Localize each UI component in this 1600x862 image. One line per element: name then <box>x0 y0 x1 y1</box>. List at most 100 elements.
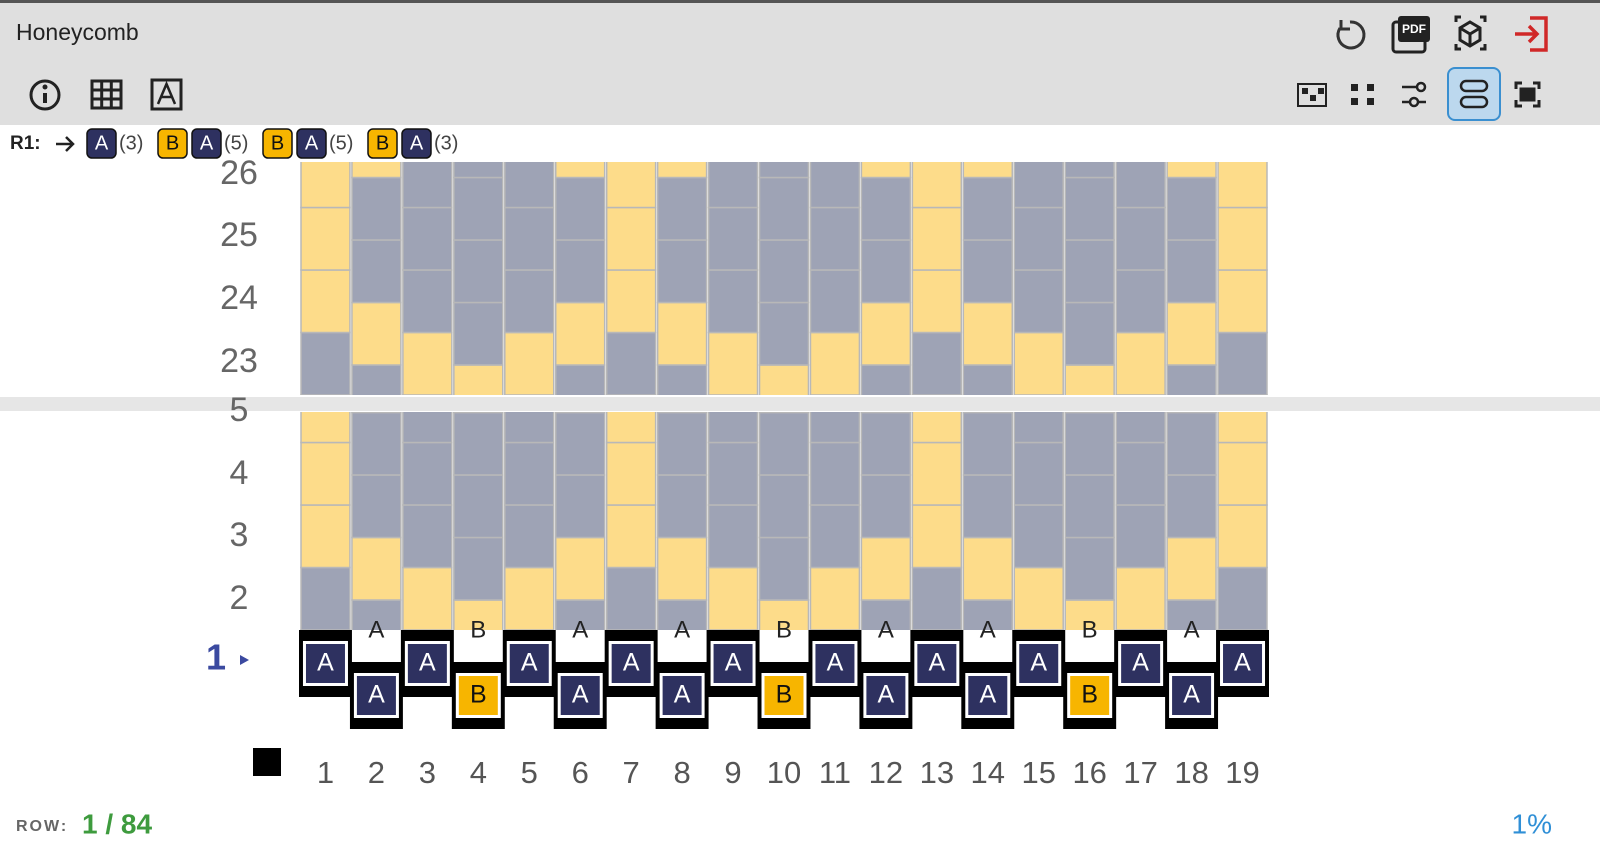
pattern-cell <box>809 269 861 334</box>
letter-button[interactable] <box>150 78 183 111</box>
current-row-marker <box>240 655 249 665</box>
stitch-box <box>1220 641 1266 686</box>
pattern-cell <box>1217 206 1268 271</box>
pattern-cell <box>554 536 606 601</box>
column-number: 14 <box>971 755 1005 790</box>
stitch-label: A <box>1132 649 1149 677</box>
pdf-button[interactable]: PDF <box>1391 16 1430 54</box>
stitch-chip-label: B <box>271 132 284 154</box>
pattern-cell <box>962 301 1014 366</box>
color-swatch <box>253 748 281 776</box>
pattern-cell <box>1064 412 1115 476</box>
stitch-box <box>302 641 348 686</box>
stitch-label: A <box>979 681 996 709</box>
stitch-label: A <box>928 649 945 677</box>
stitch-chip <box>262 128 293 159</box>
pattern-cell <box>402 412 453 444</box>
instruction-label: R1: <box>10 133 41 154</box>
section-divider <box>0 397 1600 411</box>
filter-button-active[interactable] <box>1447 67 1501 121</box>
settings-button[interactable] <box>1402 81 1427 108</box>
stitch-chip-label: A <box>200 132 214 154</box>
pattern-cell <box>402 441 453 506</box>
pattern-cell <box>656 474 708 539</box>
pattern-cell <box>605 441 657 506</box>
column-number: 7 <box>623 755 640 790</box>
row-number: 3 <box>230 516 249 554</box>
pattern-cell <box>351 301 402 366</box>
pattern-cell <box>911 412 963 444</box>
compare-button[interactable] <box>1297 83 1327 107</box>
stitch-chip <box>157 128 188 159</box>
pattern-cell <box>402 331 453 395</box>
pattern-cell <box>809 566 861 630</box>
column-number: 10 <box>767 755 801 790</box>
stitch-label: A <box>317 649 334 677</box>
column-number: 8 <box>673 755 690 790</box>
pattern-cell <box>758 176 810 241</box>
stitch-box <box>1016 641 1062 686</box>
stitch-above: A <box>1184 616 1200 643</box>
stitch-box <box>455 673 501 718</box>
stitch-label: A <box>725 649 742 677</box>
pattern-cell <box>962 412 1014 414</box>
exit-button[interactable] <box>1515 16 1548 52</box>
3d-button[interactable] <box>1454 15 1487 51</box>
pattern-cell <box>758 301 810 366</box>
pattern-cell <box>300 441 351 506</box>
pdf-label: PDF <box>1402 22 1426 36</box>
stitch-box <box>404 641 450 686</box>
pattern-cell <box>453 412 504 476</box>
row-number: 25 <box>220 216 258 254</box>
pattern-cell <box>1064 239 1115 304</box>
column-number: 4 <box>470 755 487 790</box>
column-number: 15 <box>1021 755 1055 790</box>
stitch-label: B <box>470 681 487 709</box>
pattern-cell <box>554 239 606 304</box>
stitch-box <box>812 641 858 686</box>
pattern-cell <box>962 176 1014 241</box>
pattern-cell <box>1115 566 1166 630</box>
stitch-box <box>965 673 1011 718</box>
column-number: 11 <box>819 755 851 790</box>
repeat-count: (5) <box>224 132 248 154</box>
stitch-box <box>506 641 552 686</box>
reset-button[interactable] <box>1336 20 1366 50</box>
pattern-cell <box>605 162 657 209</box>
info-button[interactable] <box>29 79 61 111</box>
title: Honeycomb <box>16 19 139 45</box>
stitch-chip-label: A <box>410 132 424 154</box>
pattern-cell <box>1217 269 1268 334</box>
stitch-chip <box>191 128 222 159</box>
stitch-above: A <box>572 616 588 643</box>
pattern-cell <box>453 364 504 395</box>
stitch-label: A <box>419 649 436 677</box>
pattern-cell <box>402 162 453 209</box>
dots-button[interactable] <box>1351 84 1374 105</box>
pattern-cell <box>504 206 555 271</box>
pattern-cell <box>453 239 504 304</box>
pattern-cell <box>1064 176 1115 241</box>
pattern-cell <box>860 536 912 601</box>
pattern-cell <box>962 474 1014 539</box>
pattern-cell <box>300 269 351 334</box>
pattern-cell <box>656 239 708 304</box>
column-number: 1 <box>317 755 334 790</box>
pattern-cell <box>707 412 759 444</box>
pattern-cell <box>351 599 402 630</box>
stitch-box <box>1118 641 1164 686</box>
pattern-cell <box>1115 162 1166 209</box>
grid-button[interactable] <box>90 79 123 110</box>
pattern-cell <box>1166 412 1217 414</box>
pattern-cell <box>656 412 708 414</box>
pattern-cell <box>1013 269 1064 334</box>
stitch-label: A <box>674 681 691 709</box>
fit-button[interactable] <box>1514 81 1541 108</box>
stitch-above: A <box>878 616 894 643</box>
pattern-cell <box>402 566 453 630</box>
pattern-cell <box>656 301 708 366</box>
column-number: 6 <box>572 755 589 790</box>
pattern-cell <box>300 331 351 395</box>
stitch-chip <box>296 128 327 159</box>
pattern-cell <box>300 412 351 444</box>
